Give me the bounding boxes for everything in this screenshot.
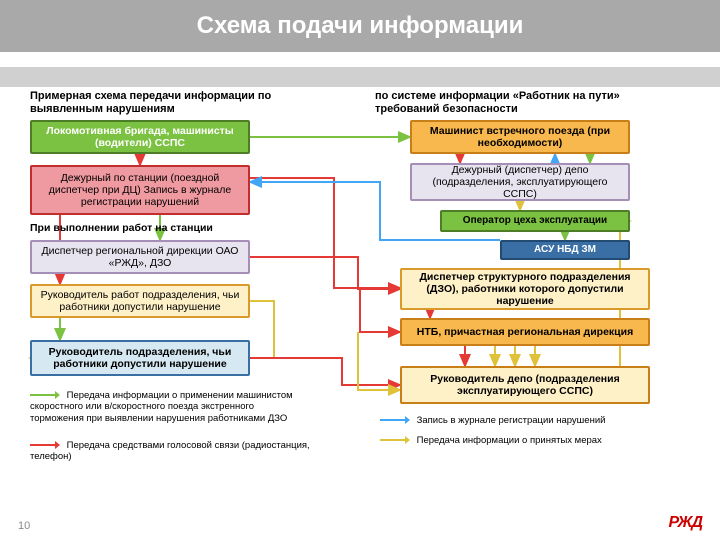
box-R7: Руководитель депо (подразделения эксплуа… — [400, 366, 650, 404]
legend-item-3: Передача информации о принятых мерах — [380, 435, 640, 446]
box-R1: Машинист встречного поезда (при необходи… — [410, 120, 630, 154]
logo: РЖД — [669, 514, 702, 532]
legend-item-2: Запись в журнале регистрации нарушений — [380, 415, 640, 426]
box-L2: Дежурный по станции (поездной диспетчер … — [30, 165, 250, 215]
gray-band — [0, 67, 720, 87]
edge-14 — [360, 288, 400, 332]
box-R4: АСУ НБД ЗМ — [500, 240, 630, 260]
edge-7 — [250, 257, 400, 289]
legend-text-1: Передача средствами голосовой связи (рад… — [30, 440, 310, 462]
legend-text-3: Передача информации о принятых мерах — [417, 435, 602, 446]
heading-right: по системе информации «Работник на пути»… — [375, 90, 675, 115]
legend-text-0: Передача информации о применении машинис… — [30, 390, 293, 424]
slide-title: Схема подачи информации — [197, 12, 524, 39]
box-L1: Локомотивная бригада, машинисты (водител… — [30, 120, 250, 154]
subheading-left: При выполнении работ на станции — [30, 222, 213, 234]
edge-2 — [250, 178, 400, 288]
box-L5: Руководитель подразделения, чьи работник… — [30, 340, 250, 376]
legend-item-1: Передача средствами голосовой связи (рад… — [30, 440, 310, 463]
gap — [0, 52, 720, 67]
edge-21 — [358, 332, 400, 390]
legend-text-2: Запись в журнале регистрации нарушений — [417, 415, 606, 426]
slide-title-bar: Схема подачи информации — [0, 0, 720, 52]
box-L4: Руководитель работ подразделения, чьи ра… — [30, 284, 250, 318]
edge-20 — [250, 358, 400, 385]
box-R6: НТБ, причастная региональная дирекция — [400, 318, 650, 346]
box-L3: Диспетчер региональной дирекции ОАО «РЖД… — [30, 240, 250, 274]
box-R2: Дежурный (диспетчер) депо (подразделения… — [410, 163, 630, 201]
heading-left: Примерная схема передачи информации по в… — [30, 90, 310, 115]
diagram-stage: Примерная схема передачи информации по в… — [0, 90, 720, 510]
box-R5: Диспетчер структурного подразделения (ДЗ… — [400, 268, 650, 310]
legend-item-0: Передача информации о применении машинис… — [30, 390, 310, 424]
page-number: 10 — [18, 520, 30, 532]
box-R3: Оператор цеха эксплуатации — [440, 210, 630, 232]
